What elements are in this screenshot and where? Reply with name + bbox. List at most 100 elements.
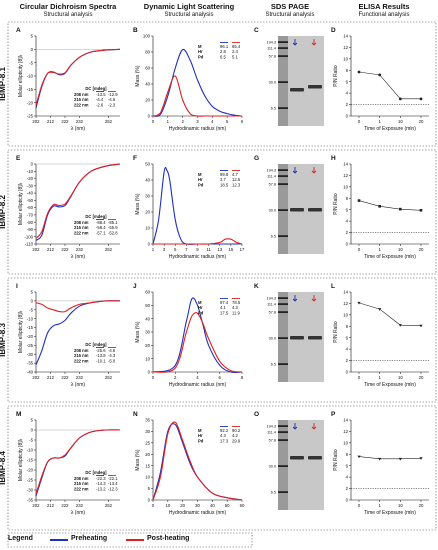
y-tick-label: 14 xyxy=(343,418,348,423)
data-point xyxy=(378,73,382,77)
x-tick-label: 252 xyxy=(105,375,113,380)
x-axis-label: Hydrodinamic radius (nm) xyxy=(169,126,227,132)
sample-band-postheating xyxy=(308,336,322,340)
x-axis-label: Hydrodinamic radius (nm) xyxy=(169,254,227,260)
y-axis-label: Molar ellipticity [θ]λ xyxy=(18,438,24,481)
elisa-line xyxy=(358,456,422,460)
y-axis-label: Mass (%) xyxy=(135,193,141,214)
series-line-postheating xyxy=(152,421,243,501)
y-tick-label: 30 xyxy=(145,429,150,434)
y-tick-label: 12 xyxy=(343,301,348,306)
table-row-label: Hr xyxy=(198,305,203,310)
x-axis-label: Hydrodinamic radius (nm) xyxy=(169,382,227,388)
series-line-postheating xyxy=(35,300,121,313)
series-line-postheating xyxy=(152,75,242,117)
y-tick-label: -10 xyxy=(27,169,34,174)
x-tick-label: 7 xyxy=(185,247,188,252)
x-tick-label: 20 xyxy=(419,119,424,124)
table-cell: -14.3 xyxy=(96,481,106,486)
x-axis-label: Time of Exposure (min) xyxy=(364,254,416,260)
x-tick-label: 232 xyxy=(76,119,84,124)
table-cell: -13.8 xyxy=(96,353,106,358)
y-tick-label: 0 xyxy=(148,242,151,247)
y-axis-label: Mass (%) xyxy=(135,65,141,86)
x-tick-label: 5 xyxy=(174,247,177,252)
sds-gel: 194.3 111.4 57.8 30.0 6.5 xyxy=(266,164,324,254)
y-axis-label: Mass (%) xyxy=(135,321,141,342)
marker-label: 194.3 xyxy=(266,297,276,301)
y-tick-label: 8 xyxy=(346,324,349,329)
x-tick-label: 0 xyxy=(358,375,361,380)
y-tick-label: 0 xyxy=(31,162,34,167)
table-cell: -12.3 xyxy=(108,486,118,491)
arrow-preheating-icon xyxy=(292,39,298,46)
x-tick-label: 20 xyxy=(419,247,424,252)
x-tick-label: 1 xyxy=(378,375,381,380)
y-tick-label: 2 xyxy=(346,102,349,107)
y-tick-label: -40 xyxy=(27,370,34,375)
x-tick-label: 10 xyxy=(165,503,170,508)
y-tick-label: -70 xyxy=(27,213,34,218)
y-tick-label: 4 xyxy=(346,347,349,352)
ladder-band xyxy=(278,41,288,43)
y-axis-label: Molar ellipticity [θ]λ xyxy=(18,54,24,97)
x-tick-label: 0 xyxy=(358,247,361,252)
sample-band-postheating xyxy=(308,456,322,460)
ladder-band xyxy=(278,107,288,109)
marker-label: 111.4 xyxy=(267,431,276,435)
x-tick-label: 212 xyxy=(47,375,55,380)
data-point xyxy=(419,208,423,212)
table-cell: 12.5 xyxy=(232,177,241,182)
x-tick-label: 252 xyxy=(105,503,113,508)
table-cell: -52.8 xyxy=(108,230,118,235)
table-cell: 4.7 xyxy=(232,172,238,177)
y-axis-label: Molar ellipticity [θ]λ xyxy=(18,310,24,353)
x-tick-label: 5 xyxy=(226,119,229,124)
y-tick-label: 10 xyxy=(145,356,150,361)
table-row-label: Hr xyxy=(198,433,203,438)
panel-letter: H xyxy=(331,155,336,162)
y-tick-label: 8 xyxy=(346,68,349,73)
y-tick-label: 2 xyxy=(346,230,349,235)
table-cell: 90.2 xyxy=(232,428,241,433)
dls-stats-table: M 96.1 65.4 Hr 2.8 2.4 Pd 6.5 5.1 xyxy=(198,42,241,59)
x-axis-label: Time of Exposure (min) xyxy=(364,510,416,516)
x-tick-label: 252 xyxy=(105,119,113,124)
ladder-band xyxy=(278,425,288,427)
ladder-band xyxy=(278,183,288,185)
y-tick-label: 50 xyxy=(145,162,150,167)
y-tick-label: 0 xyxy=(148,498,151,503)
column-title: ELISA Results xyxy=(358,2,410,11)
legend-label-pre: Preheating xyxy=(71,535,108,542)
y-axis-label: P/N Ratio xyxy=(333,193,339,215)
y-tick-label: -20 xyxy=(27,468,34,473)
table-row-label: 208 nm xyxy=(74,92,89,97)
gel-ladder-lane xyxy=(278,292,288,382)
table-row-label: Pd xyxy=(198,54,204,59)
dc-table: DC [mdeg]208 nm -13.5 -12.9 215 nm -4.4 -4.6 2… xyxy=(74,86,118,107)
table-cell: 4.3 xyxy=(220,433,226,438)
panel-letter: E xyxy=(16,155,21,162)
x-tick-label: 10 xyxy=(398,375,403,380)
x-axis-label: λ (nm) xyxy=(71,126,86,132)
row-frame xyxy=(7,149,437,275)
marker-label: 6.5 xyxy=(271,107,276,111)
table-row-label: 222 nm xyxy=(74,358,89,363)
y-tick-label: 0 xyxy=(346,498,349,503)
gel-ladder-lane xyxy=(278,420,288,510)
panel-letter: J xyxy=(133,283,137,290)
table-row-label: 222 nm xyxy=(74,486,89,491)
table-cell: -13.2 xyxy=(96,486,106,491)
x-tick-label: 222 xyxy=(61,503,69,508)
table-row-label: M xyxy=(198,428,202,433)
y-tick-label: -10 xyxy=(27,74,34,79)
ladder-band xyxy=(278,491,288,493)
x-tick-label: 212 xyxy=(47,503,55,508)
legend-swatch-pre xyxy=(50,539,68,541)
table-row-label: 222 nm xyxy=(74,102,89,107)
table-cell: -10.1 xyxy=(96,358,106,363)
y-tick-label: -35 xyxy=(27,498,34,503)
y-tick-label: 12 xyxy=(343,173,348,178)
x-tick-label: 222 xyxy=(61,247,69,252)
table-cell: -57.1 xyxy=(96,230,106,235)
